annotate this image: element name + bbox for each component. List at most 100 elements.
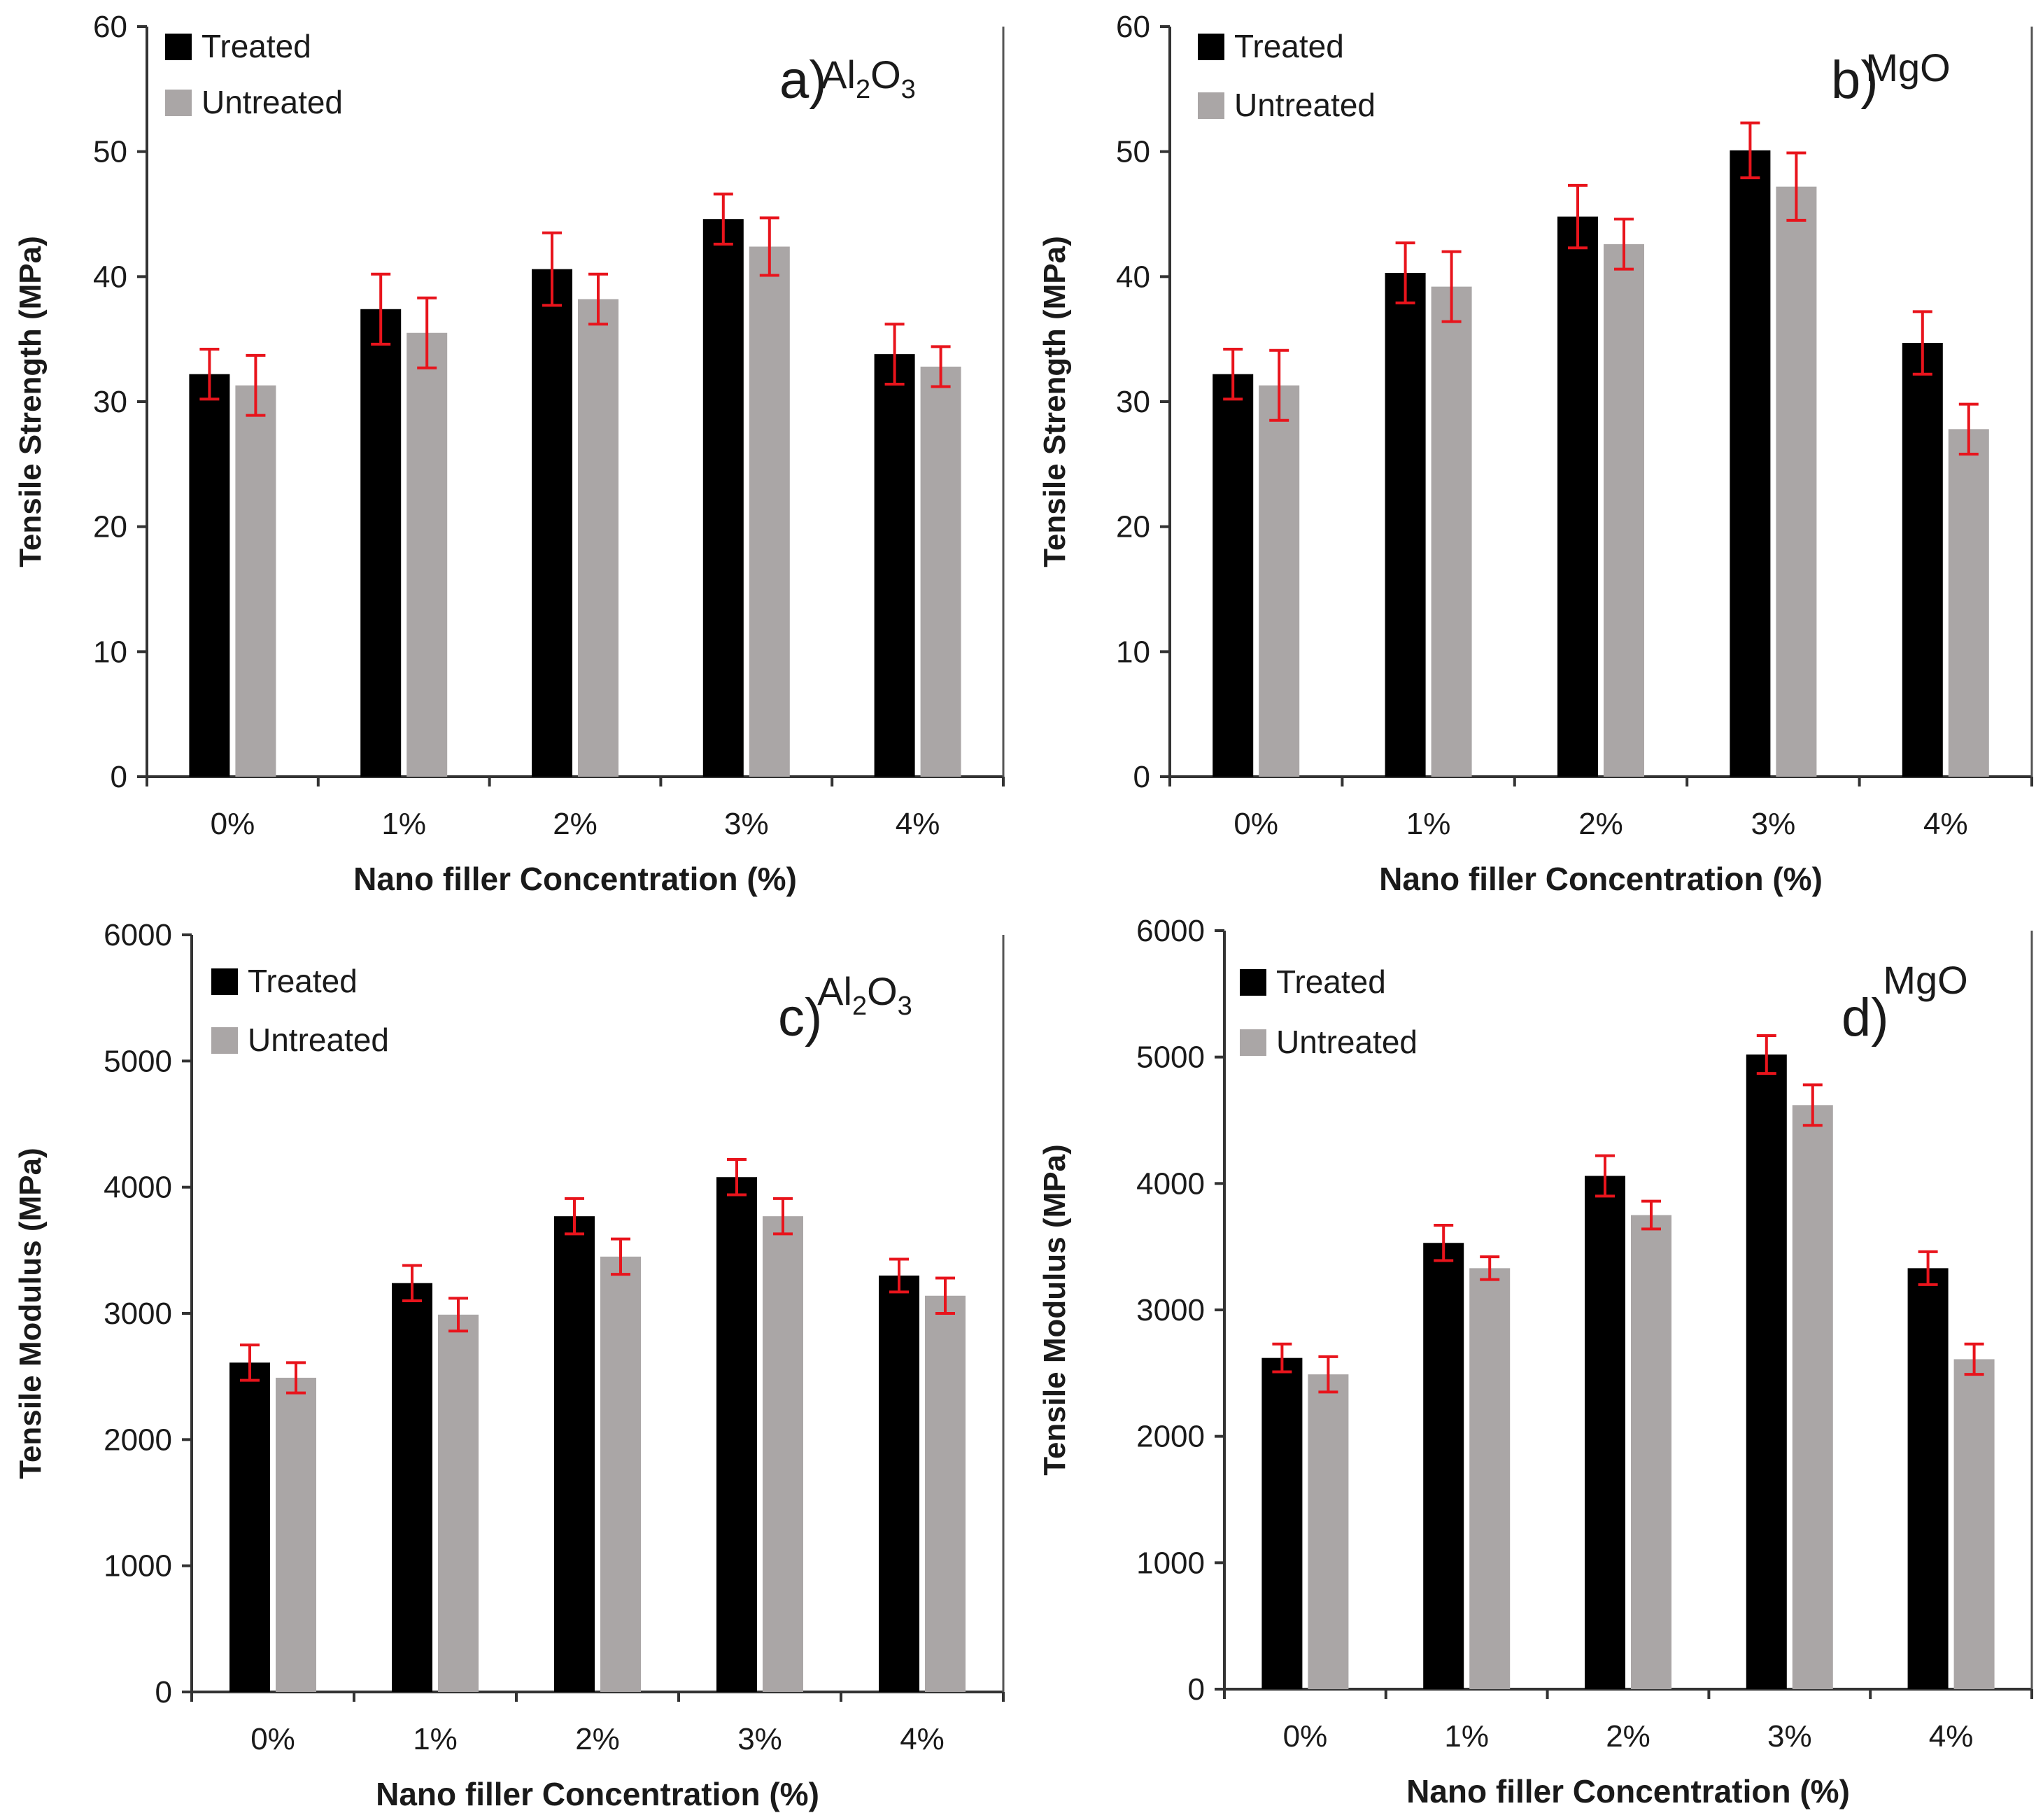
- y-axis-label: Tensile Modulus (MPa): [13, 1148, 48, 1479]
- x-tick-label: 3%: [1767, 1719, 1812, 1754]
- x-tick-label: 4%: [1923, 807, 1968, 841]
- y-tick-label: 30: [93, 385, 127, 419]
- material-element: O: [870, 52, 901, 97]
- material-element: Al: [817, 969, 852, 1013]
- bar-untreated-2pct: [1604, 244, 1644, 777]
- bar-treated-0pct: [189, 374, 230, 777]
- panel-letter: b): [1831, 50, 1879, 110]
- bar-untreated-2pct: [578, 299, 618, 777]
- bar-untreated-1pct: [438, 1314, 479, 1692]
- x-tick-label: 0%: [1283, 1719, 1328, 1754]
- legend-swatch-untreated: [1198, 92, 1224, 119]
- y-tick-label: 60: [1116, 10, 1150, 44]
- x-tick-label: 1%: [381, 807, 426, 841]
- y-tick-label: 0: [111, 760, 127, 794]
- legend-swatch-treated: [1240, 969, 1266, 996]
- legend-label-treated: Treated: [202, 28, 311, 64]
- bar-treated-1pct: [1385, 272, 1426, 777]
- y-tick-label: 2000: [104, 1423, 172, 1457]
- y-tick-label: 4000: [1136, 1166, 1205, 1201]
- material-subscript: 2: [852, 992, 867, 1021]
- y-tick-label: 1000: [104, 1549, 172, 1583]
- bar-treated-2pct: [532, 269, 572, 777]
- panel-letter: c): [778, 988, 822, 1047]
- bar-treated-0pct: [229, 1362, 270, 1692]
- x-tick-label: 3%: [737, 1722, 782, 1756]
- bar-treated-1pct: [1423, 1243, 1464, 1689]
- bar-treated-2pct: [1585, 1176, 1625, 1689]
- legend-swatch-treated: [1198, 34, 1224, 60]
- y-tick-label: 0: [155, 1675, 172, 1709]
- bar-treated-3pct: [716, 1177, 757, 1692]
- x-tick-label: 3%: [724, 807, 769, 841]
- x-tick-label: 0%: [211, 807, 255, 841]
- bar-untreated-1pct: [1431, 286, 1472, 777]
- x-axis-label: Nano filler Concentration (%): [1379, 861, 1823, 897]
- material-subscript: 2: [856, 75, 870, 104]
- bar-untreated-3pct: [749, 246, 790, 777]
- material-element: Al: [821, 52, 856, 97]
- y-tick-label: 10: [1116, 635, 1150, 669]
- y-tick-label: 20: [93, 510, 127, 544]
- material-label: MgO: [1883, 958, 1967, 1002]
- panel-background: [1030, 0, 2037, 903]
- y-tick-label: 10: [93, 635, 127, 669]
- y-tick-label: 6000: [1136, 914, 1205, 948]
- panel-letter: d): [1841, 988, 1889, 1047]
- y-tick-label: 0: [1188, 1672, 1205, 1707]
- legend-swatch-untreated: [165, 90, 192, 116]
- bar-untreated-0pct: [1259, 385, 1300, 777]
- bar-treated-4pct: [879, 1275, 919, 1692]
- legend-label-untreated: Untreated: [1276, 1024, 1418, 1060]
- bar-treated-1pct: [392, 1283, 432, 1692]
- bar-untreated-1pct: [407, 332, 448, 777]
- bar-treated-3pct: [702, 219, 744, 777]
- bar-treated-3pct: [1746, 1054, 1787, 1689]
- x-axis-label: Nano filler Concentration (%): [376, 1776, 819, 1812]
- y-tick-label: 3000: [104, 1297, 172, 1331]
- x-tick-label: 2%: [1606, 1719, 1650, 1754]
- chart-panel-d: 0 1000 2000 3000 4000 5000 6000 0% 1% 2% 3% 4% Nano …: [1038, 914, 2033, 1810]
- legend-swatch-treated: [165, 34, 192, 60]
- material-subscript: 3: [898, 992, 912, 1021]
- x-tick-label: 0%: [250, 1722, 295, 1756]
- y-tick-label: 20: [1116, 510, 1150, 544]
- legend-label-treated: Treated: [248, 963, 358, 999]
- chart-panel-c: 0 1000 2000 3000 4000 5000 6000 0% 1% 2% 3% 4% Nano …: [13, 918, 1005, 1812]
- y-tick-label: 50: [93, 135, 127, 169]
- legend-swatch-untreated: [211, 1027, 238, 1054]
- x-tick-label: 1%: [1406, 807, 1451, 841]
- bar-untreated-3pct: [1792, 1105, 1833, 1689]
- bar-untreated-4pct: [1948, 429, 1989, 777]
- x-tick-label: 4%: [1929, 1719, 1974, 1754]
- legend-label-untreated: Untreated: [248, 1022, 389, 1058]
- material-label: MgO: [1865, 45, 1950, 90]
- y-tick-label: 40: [93, 260, 127, 294]
- bar-untreated-0pct: [1308, 1374, 1349, 1689]
- x-tick-label: 2%: [1578, 807, 1623, 841]
- y-tick-label: 3000: [1136, 1293, 1205, 1327]
- x-tick-label: 2%: [575, 1722, 620, 1756]
- material-label: Al2O3: [821, 52, 916, 104]
- x-tick-label: 2%: [553, 807, 598, 841]
- panel-letter: a): [779, 50, 827, 110]
- bar-untreated-4pct: [1953, 1359, 1995, 1689]
- y-tick-label: 0: [1133, 760, 1150, 794]
- bar-treated-4pct: [1902, 343, 1943, 777]
- bar-treated-0pct: [1261, 1357, 1303, 1689]
- x-tick-label: 1%: [413, 1722, 458, 1756]
- bar-treated-2pct: [554, 1216, 595, 1692]
- x-tick-label: 1%: [1444, 1719, 1489, 1754]
- legend-swatch-treated: [211, 968, 238, 995]
- bar-untreated-2pct: [1631, 1215, 1671, 1689]
- x-axis-label: Nano filler Concentration (%): [1406, 1773, 1850, 1810]
- bar-untreated-1pct: [1469, 1268, 1511, 1689]
- bar-untreated-4pct: [925, 1295, 966, 1692]
- panel-background: [4, 0, 1012, 903]
- y-tick-label: 50: [1116, 135, 1150, 169]
- material-label: Al2O3: [817, 969, 912, 1021]
- legend-label-treated: Treated: [1234, 28, 1344, 64]
- bar-treated-1pct: [360, 309, 402, 777]
- y-axis-label: Tensile Strength (MPa): [1038, 236, 1072, 567]
